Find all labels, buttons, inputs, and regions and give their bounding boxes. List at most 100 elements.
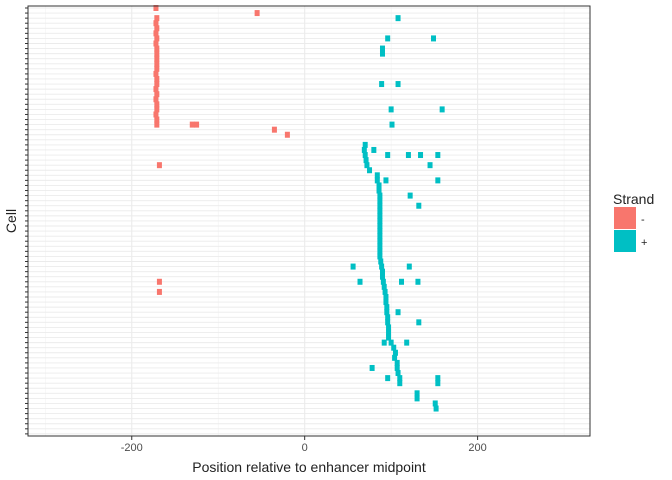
point-plus-strand	[384, 304, 390, 311]
point-minus-strand	[156, 162, 162, 169]
point-plus-strand	[377, 248, 383, 255]
point-plus-strand	[379, 45, 385, 52]
x-tick-label: 200	[468, 442, 486, 454]
point-minus-strand	[156, 288, 162, 295]
point-plus-strand	[381, 283, 387, 290]
point-plus-strand	[389, 121, 395, 128]
point-plus-strand	[395, 370, 401, 377]
point-plus-strand	[383, 293, 389, 300]
legend-label-plus: +	[641, 237, 647, 249]
point-plus-strand	[385, 152, 391, 159]
point-plus-strand	[376, 182, 382, 189]
point-plus-strand	[435, 380, 441, 387]
point-plus-strand	[377, 202, 383, 209]
point-plus-strand	[395, 15, 401, 22]
point-minus-strand	[153, 30, 159, 37]
point-plus-strand	[379, 50, 385, 57]
point-plus-strand	[377, 253, 383, 260]
point-minus-strand	[154, 75, 160, 82]
gridlines	[28, 6, 590, 436]
point-plus-strand	[377, 238, 383, 245]
point-minus-strand	[154, 65, 160, 72]
point-plus-strand	[381, 339, 387, 346]
point-plus-strand	[367, 167, 373, 174]
point-plus-strand	[385, 314, 391, 321]
point-minus-strand	[254, 10, 260, 17]
point-plus-strand	[377, 223, 383, 230]
point-plus-strand	[385, 375, 391, 382]
point-plus-strand	[395, 81, 401, 88]
data-points	[153, 5, 445, 412]
point-minus-strand	[154, 25, 160, 32]
point-plus-strand	[371, 146, 377, 153]
point-plus-strand	[433, 405, 439, 412]
point-plus-strand	[362, 141, 368, 148]
point-plus-strand	[418, 152, 424, 159]
point-plus-strand	[399, 278, 405, 285]
point-plus-strand	[377, 228, 383, 235]
point-plus-strand	[435, 375, 441, 382]
point-minus-strand	[153, 111, 159, 118]
point-plus-strand	[394, 359, 400, 366]
point-plus-strand	[383, 299, 389, 306]
point-plus-strand	[374, 177, 380, 184]
point-minus-strand	[154, 15, 160, 22]
point-plus-strand	[385, 319, 391, 326]
point-minus-strand	[153, 96, 159, 103]
point-plus-strand	[407, 192, 413, 199]
legend-label-minus: -	[641, 214, 645, 226]
legend-key-minus	[614, 207, 636, 229]
point-plus-strand	[377, 192, 383, 199]
point-plus-strand	[379, 268, 385, 275]
point-minus-strand	[153, 20, 159, 27]
point-plus-strand	[388, 339, 394, 346]
point-minus-strand	[154, 35, 160, 42]
point-plus-strand	[361, 146, 367, 153]
point-minus-strand	[153, 40, 159, 47]
point-plus-strand	[415, 278, 421, 285]
point-plus-strand	[388, 106, 394, 113]
x-axis-title: Position relative to enhancer midpoint	[192, 459, 426, 475]
point-minus-strand	[189, 121, 195, 128]
point-plus-strand	[427, 162, 433, 169]
point-minus-strand	[153, 5, 159, 11]
point-plus-strand	[364, 162, 370, 169]
point-plus-strand	[383, 177, 389, 184]
point-plus-strand	[397, 380, 403, 387]
point-minus-strand	[154, 91, 160, 98]
x-axis-ticks: -200 0 200	[121, 436, 487, 454]
point-plus-strand	[386, 329, 392, 336]
point-plus-strand	[392, 354, 398, 361]
point-minus-strand	[154, 101, 160, 108]
point-plus-strand	[397, 375, 403, 382]
point-plus-strand	[391, 344, 397, 351]
point-minus-strand	[271, 126, 277, 133]
point-minus-strand	[153, 70, 159, 77]
point-plus-strand	[377, 207, 383, 214]
point-plus-strand	[384, 309, 390, 316]
point-plus-strand	[386, 334, 392, 341]
point-minus-strand	[153, 86, 159, 93]
point-minus-strand	[156, 278, 162, 285]
x-tick-label: 0	[302, 442, 308, 454]
point-plus-strand	[406, 263, 412, 270]
point-plus-strand	[379, 81, 385, 88]
point-plus-strand	[435, 177, 441, 184]
point-plus-strand	[377, 212, 383, 219]
x-tick-label: -200	[121, 442, 143, 454]
point-plus-strand	[379, 263, 385, 270]
point-plus-strand	[378, 258, 384, 265]
point-minus-strand	[194, 121, 200, 128]
point-plus-strand	[404, 339, 410, 346]
point-plus-strand	[363, 157, 369, 164]
point-plus-strand	[377, 217, 383, 224]
point-plus-strand	[432, 400, 438, 407]
point-plus-strand	[394, 364, 400, 371]
point-plus-strand	[386, 324, 392, 331]
point-plus-strand	[377, 197, 383, 204]
point-plus-strand	[362, 152, 368, 159]
point-plus-strand	[376, 187, 382, 194]
point-plus-strand	[395, 309, 401, 316]
point-minus-strand	[154, 106, 160, 113]
